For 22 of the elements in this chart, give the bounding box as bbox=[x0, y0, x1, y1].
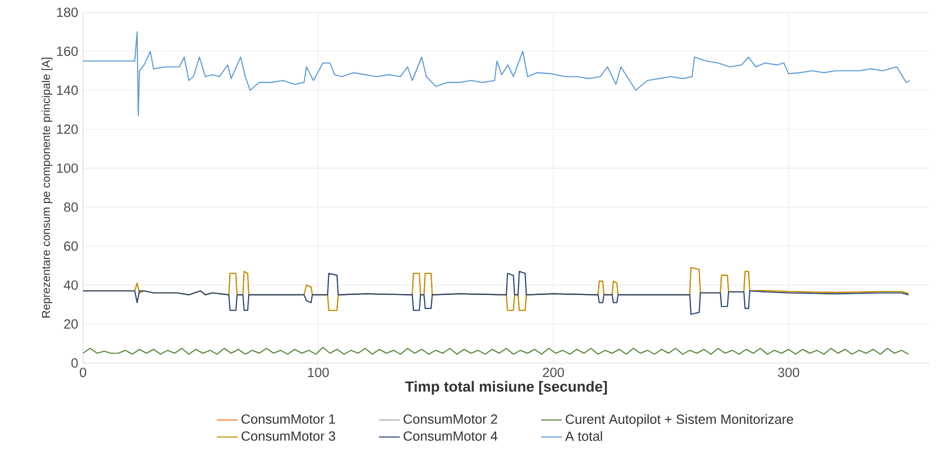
x-tick-label: 100 bbox=[308, 368, 329, 378]
x-axis-title: Timp total misiune [secunde] bbox=[405, 380, 607, 395]
x-tick-label: 0 bbox=[80, 368, 86, 378]
y-tick-label: 20 bbox=[64, 319, 78, 329]
y-tick-label: 80 bbox=[64, 202, 78, 212]
x-tick-label: 300 bbox=[778, 368, 800, 378]
y-tick-label: 0 bbox=[71, 358, 78, 368]
y-tick-label: 60 bbox=[64, 241, 78, 251]
y-tick-label: 180 bbox=[57, 8, 78, 18]
legend-label: A total bbox=[565, 431, 602, 441]
legend-label: ConsumMotor 4 bbox=[404, 431, 498, 441]
y-tick-label: 100 bbox=[57, 163, 78, 173]
legend-label: Curent Autopilot + Sistem Monitorizare bbox=[566, 414, 794, 427]
legend-label: ConsumMotor 2 bbox=[404, 414, 498, 424]
y-axis-title: Reprezentare consum pe componente principale [A] bbox=[42, 58, 52, 318]
y-tick-label: 140 bbox=[57, 86, 78, 95]
y-tick-label: 40 bbox=[64, 280, 78, 290]
x-tick-label: 200 bbox=[542, 368, 564, 378]
legend-label: ConsumMotor 1 bbox=[242, 414, 336, 424]
y-tick-label: 160 bbox=[57, 46, 78, 56]
legend-label: ConsumMotor 3 bbox=[242, 431, 336, 441]
y-tick-label: 120 bbox=[57, 124, 78, 134]
